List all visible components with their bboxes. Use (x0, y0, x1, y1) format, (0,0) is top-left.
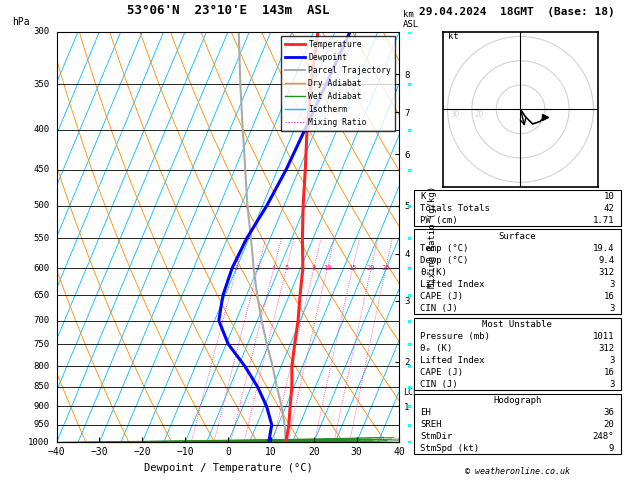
Text: 3: 3 (609, 381, 615, 389)
Text: 4: 4 (272, 265, 276, 271)
FancyBboxPatch shape (414, 318, 621, 390)
Text: 650: 650 (33, 291, 50, 300)
Text: θₑ (K): θₑ (K) (420, 344, 453, 353)
Text: Most Unstable: Most Unstable (482, 320, 552, 329)
Text: Mixing Ratio (g/kg): Mixing Ratio (g/kg) (428, 186, 437, 288)
Text: 42: 42 (604, 204, 615, 213)
Text: 3: 3 (609, 304, 615, 313)
Text: 350: 350 (33, 80, 50, 88)
Text: StmSpd (kt): StmSpd (kt) (420, 445, 479, 453)
Text: 450: 450 (33, 165, 50, 174)
Text: hPa: hPa (13, 17, 30, 27)
Text: 400: 400 (33, 125, 50, 134)
Text: Lifted Index: Lifted Index (420, 356, 485, 365)
Text: 20: 20 (367, 265, 376, 271)
Text: LCL: LCL (403, 388, 418, 397)
FancyBboxPatch shape (414, 190, 621, 226)
Text: EH: EH (420, 408, 431, 417)
Text: 8: 8 (312, 265, 316, 271)
Text: 312: 312 (598, 268, 615, 277)
Text: Pressure (mb): Pressure (mb) (420, 332, 490, 341)
Text: 36: 36 (604, 408, 615, 417)
Text: 19.4: 19.4 (593, 243, 615, 253)
Text: 3: 3 (609, 280, 615, 289)
Text: 900: 900 (33, 402, 50, 411)
Text: K: K (420, 191, 426, 201)
Text: 5: 5 (284, 265, 289, 271)
Text: 15: 15 (348, 265, 357, 271)
Text: Lifted Index: Lifted Index (420, 280, 485, 289)
Text: 750: 750 (33, 340, 50, 348)
Text: 20: 20 (604, 420, 615, 429)
FancyBboxPatch shape (414, 229, 621, 314)
Text: © weatheronline.co.uk: © weatheronline.co.uk (465, 467, 570, 476)
Text: 800: 800 (33, 362, 50, 371)
Text: Surface: Surface (499, 232, 536, 241)
Text: 248°: 248° (593, 433, 615, 441)
Text: 9: 9 (609, 445, 615, 453)
Text: 550: 550 (33, 234, 50, 243)
Text: SREH: SREH (420, 420, 442, 429)
Text: 1000: 1000 (28, 438, 50, 447)
Text: Hodograph: Hodograph (493, 396, 542, 405)
Text: 3: 3 (609, 356, 615, 365)
Text: 53°06'N  23°10'E  143m  ASL: 53°06'N 23°10'E 143m ASL (127, 4, 329, 17)
Text: 16: 16 (604, 368, 615, 377)
Text: 10: 10 (604, 191, 615, 201)
Text: km
ASL: km ASL (403, 10, 419, 29)
Text: 30: 30 (450, 110, 459, 119)
Text: 3: 3 (256, 265, 260, 271)
Text: 29.04.2024  18GMT  (Base: 18): 29.04.2024 18GMT (Base: 18) (420, 7, 615, 17)
Text: PW (cm): PW (cm) (420, 216, 458, 225)
FancyBboxPatch shape (414, 394, 621, 454)
Text: 312: 312 (598, 344, 615, 353)
Text: 300: 300 (33, 27, 50, 36)
Text: 16: 16 (604, 292, 615, 301)
Text: 1011: 1011 (593, 332, 615, 341)
Text: StmDir: StmDir (420, 433, 453, 441)
Text: CIN (J): CIN (J) (420, 381, 458, 389)
X-axis label: Dewpoint / Temperature (°C): Dewpoint / Temperature (°C) (143, 463, 313, 473)
Text: 25: 25 (382, 265, 390, 271)
Text: 950: 950 (33, 420, 50, 429)
Text: 850: 850 (33, 382, 50, 391)
Text: kt: kt (448, 32, 459, 41)
Text: 600: 600 (33, 263, 50, 273)
Text: 20: 20 (474, 110, 484, 119)
Text: Totals Totals: Totals Totals (420, 204, 490, 213)
Text: 700: 700 (33, 316, 50, 325)
Text: CAPE (J): CAPE (J) (420, 368, 464, 377)
Text: 500: 500 (33, 201, 50, 210)
Text: Temp (°C): Temp (°C) (420, 243, 469, 253)
Text: 2: 2 (235, 265, 239, 271)
Legend: Temperature, Dewpoint, Parcel Trajectory, Dry Adiabat, Wet Adiabat, Isotherm, Mi: Temperature, Dewpoint, Parcel Trajectory… (281, 35, 396, 131)
Text: 10: 10 (323, 265, 331, 271)
Text: CAPE (J): CAPE (J) (420, 292, 464, 301)
Text: θₑ(K): θₑ(K) (420, 268, 447, 277)
Text: Dewp (°C): Dewp (°C) (420, 256, 469, 265)
Text: 1.71: 1.71 (593, 216, 615, 225)
Text: 9.4: 9.4 (598, 256, 615, 265)
Text: CIN (J): CIN (J) (420, 304, 458, 313)
